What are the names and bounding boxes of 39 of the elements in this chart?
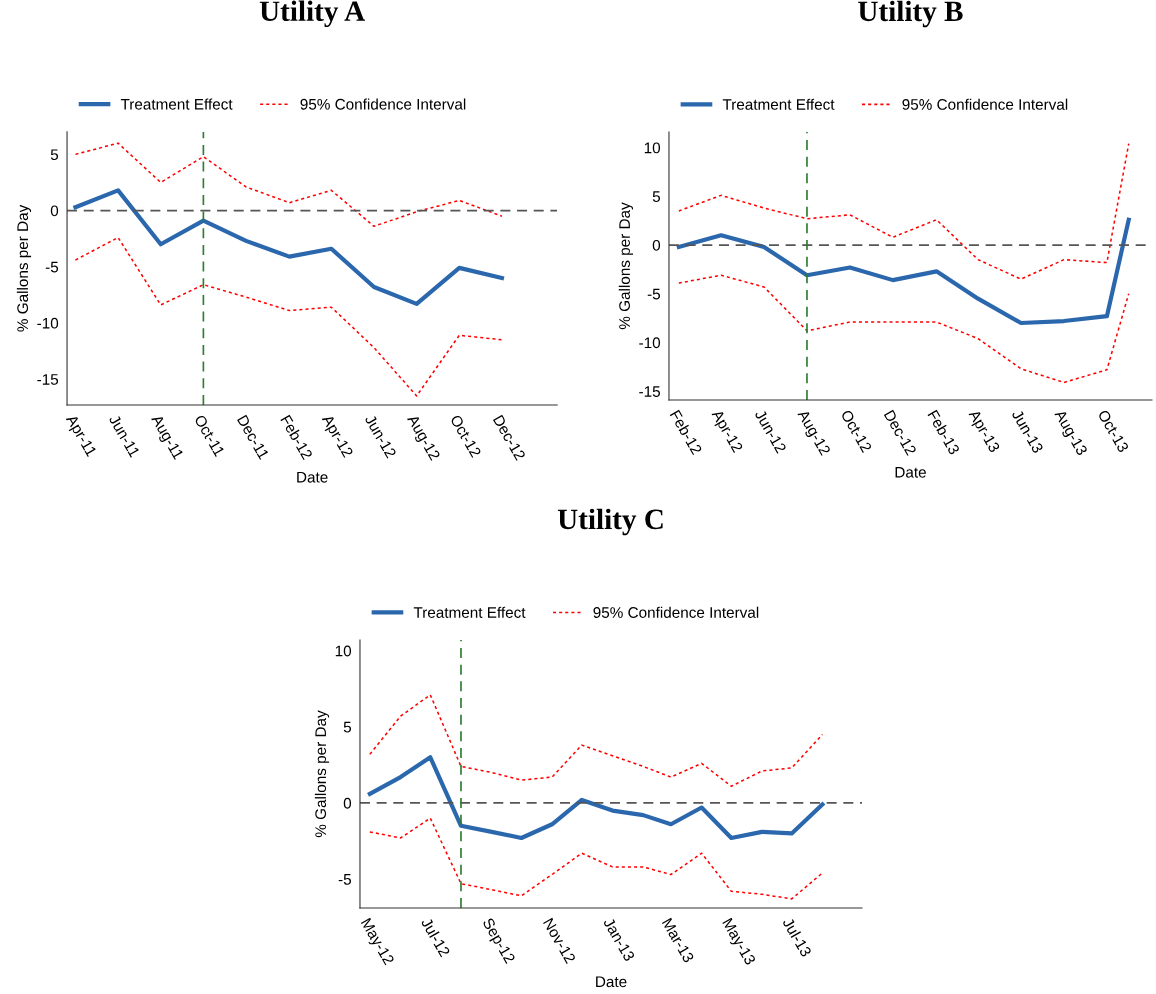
y-tick-label: 5 [652, 191, 660, 203]
x-axis-title: Date [895, 467, 926, 478]
y-tick-label: 5 [50, 149, 59, 161]
y-tick-label: -10 [639, 337, 661, 349]
y-tick-label: -15 [37, 374, 59, 385]
line-series [74, 236, 503, 397]
y-tick-label: 10 [644, 142, 661, 154]
y-tick-label: -10 [37, 317, 59, 329]
y-tick-label: -5 [647, 288, 660, 300]
line-series [73, 188, 505, 306]
legend-label: Treatment Effect [120, 98, 233, 110]
line-series [74, 142, 503, 228]
y-tick-label: 0 [343, 797, 352, 809]
line-series [369, 694, 824, 787]
y-tick-label: -5 [338, 874, 352, 885]
chart-title: Utility C [557, 508, 663, 536]
line-series [369, 817, 824, 900]
line-series [676, 217, 1131, 326]
y-axis-title: % Gallons per Day [314, 710, 330, 838]
y-tick-label: 10 [335, 645, 352, 657]
legend-label: 95% Confidence Interval [300, 98, 466, 110]
y-tick-label: -5 [45, 261, 59, 273]
line-series [678, 142, 1130, 280]
y-tick-label: -15 [639, 386, 661, 397]
legend-label: Treatment Effect [722, 98, 835, 110]
x-axis-title: Date [297, 471, 328, 483]
line-series [678, 274, 1130, 384]
y-tick-label: 0 [652, 239, 661, 251]
legend-label: 95% Confidence Interval [593, 606, 759, 618]
chart-title: Utility A [259, 0, 365, 28]
y-tick-label: 0 [50, 205, 59, 217]
legend-label: 95% Confidence Interval [902, 98, 1068, 110]
legend-label: Treatment Effect [413, 606, 526, 618]
x-axis-title: Date [596, 976, 627, 988]
line-series [367, 755, 825, 841]
chart-title: Utility B [858, 0, 963, 28]
y-tick-label: 5 [343, 721, 352, 733]
y-axis-title: % Gallons per Day [16, 204, 32, 332]
y-axis-title: % Gallons per Day [618, 202, 634, 330]
